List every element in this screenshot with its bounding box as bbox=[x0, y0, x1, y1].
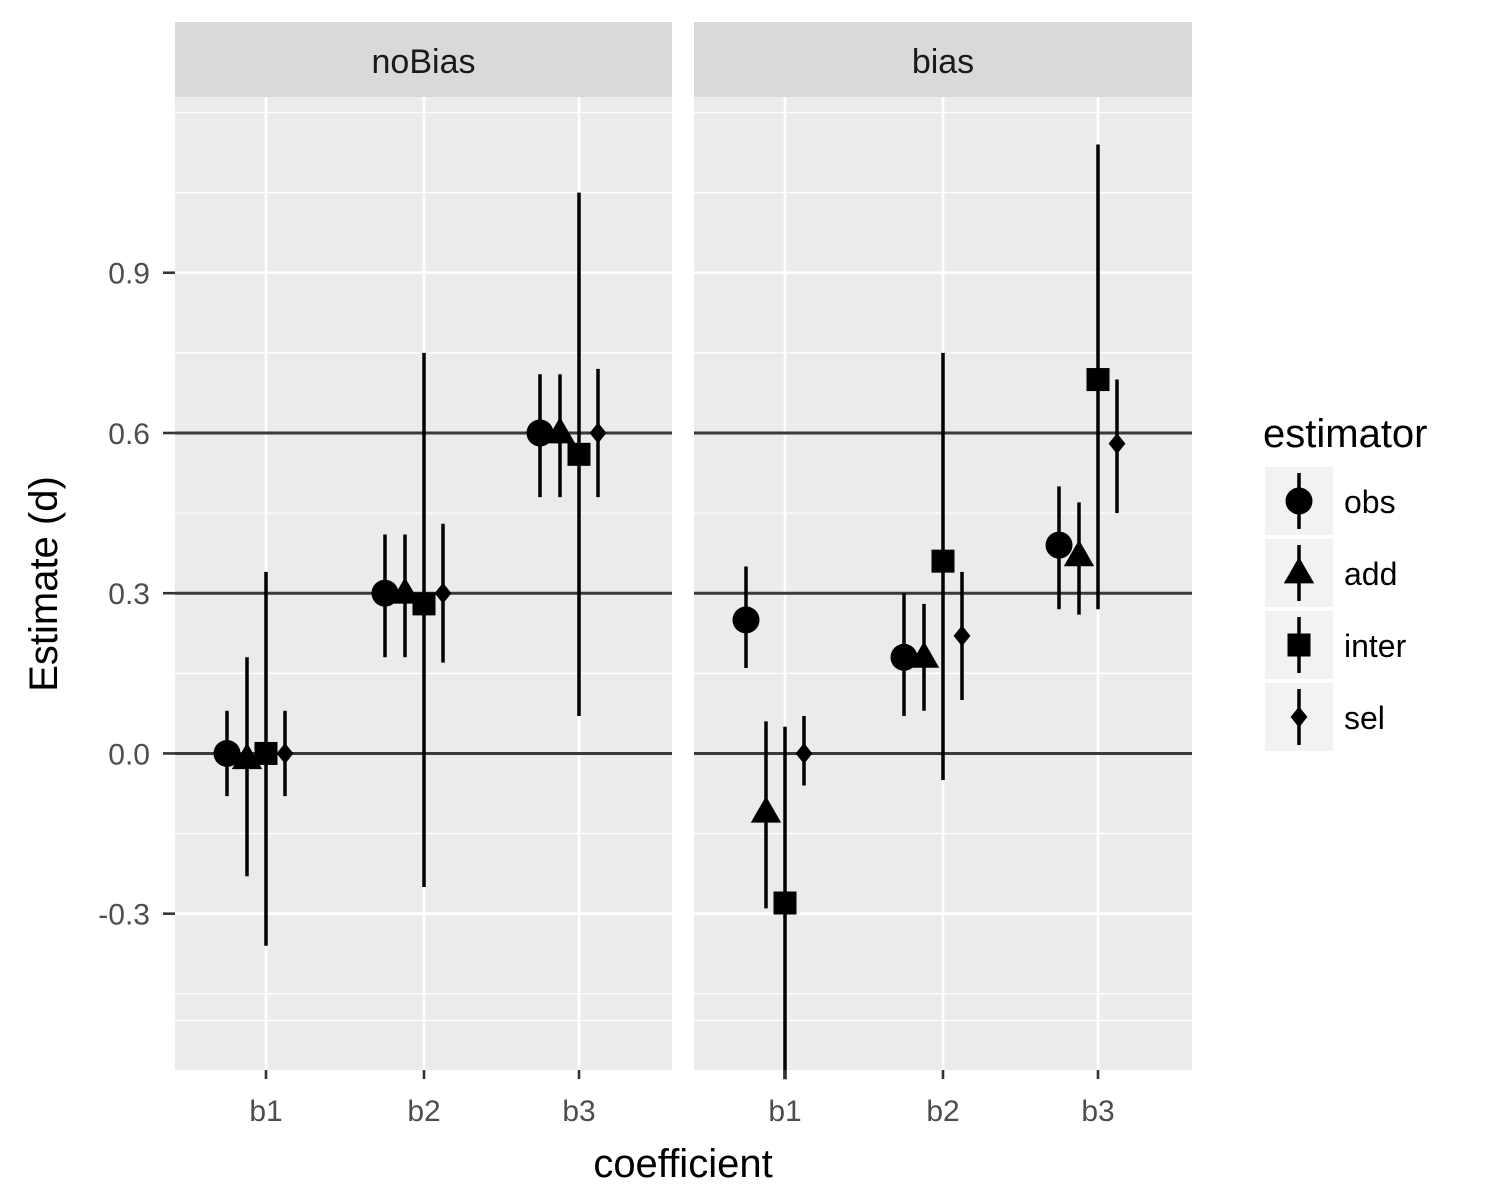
y-tick-label: 0.3 bbox=[108, 578, 150, 611]
y-tick-label: 0.0 bbox=[108, 738, 150, 771]
legend-key-obs bbox=[1265, 467, 1333, 535]
marker-obs bbox=[733, 606, 760, 633]
panel-bias: bias b1 b2 b3 bbox=[694, 22, 1192, 1128]
x-tick-label: b3 bbox=[1081, 1095, 1114, 1128]
legend-key-sel bbox=[1265, 683, 1333, 751]
y-axis-title: Estimate (d) bbox=[22, 476, 66, 692]
legend-key-add bbox=[1265, 539, 1333, 607]
x-tick-label: b1 bbox=[249, 1095, 282, 1128]
legend-marker-inter bbox=[1288, 634, 1311, 657]
legend: estimator obs add inter sel bbox=[1263, 412, 1428, 751]
x-axis-title: coefficient bbox=[593, 1142, 772, 1186]
marker-inter bbox=[255, 742, 278, 765]
marker-obs bbox=[1046, 532, 1073, 559]
facet-label: bias bbox=[912, 43, 974, 81]
panel-noBias: noBias b1 b2 b3 bbox=[175, 22, 672, 1128]
x-tick-label: b1 bbox=[768, 1095, 801, 1128]
facet-label: noBias bbox=[372, 43, 476, 81]
marker-inter bbox=[568, 443, 591, 466]
legend-title: estimator bbox=[1263, 412, 1428, 456]
marker-inter bbox=[932, 550, 955, 573]
y-tick-label: 0.6 bbox=[108, 418, 150, 451]
legend-marker-obs bbox=[1286, 488, 1313, 515]
legend-label-sel: sel bbox=[1344, 700, 1385, 736]
x-tick-label: b3 bbox=[562, 1095, 595, 1128]
marker-inter bbox=[774, 891, 797, 914]
y-tick-label: -0.3 bbox=[98, 899, 150, 932]
x-tick-label: b2 bbox=[926, 1095, 959, 1128]
x-tick-label: b2 bbox=[407, 1095, 440, 1128]
legend-key-inter bbox=[1265, 611, 1333, 679]
legend-label-inter: inter bbox=[1344, 628, 1407, 664]
legend-label-add: add bbox=[1344, 556, 1397, 592]
legend-label-obs: obs bbox=[1344, 484, 1396, 520]
marker-inter bbox=[413, 592, 436, 615]
y-tick-label: 0.9 bbox=[108, 258, 150, 291]
marker-inter bbox=[1087, 368, 1110, 391]
